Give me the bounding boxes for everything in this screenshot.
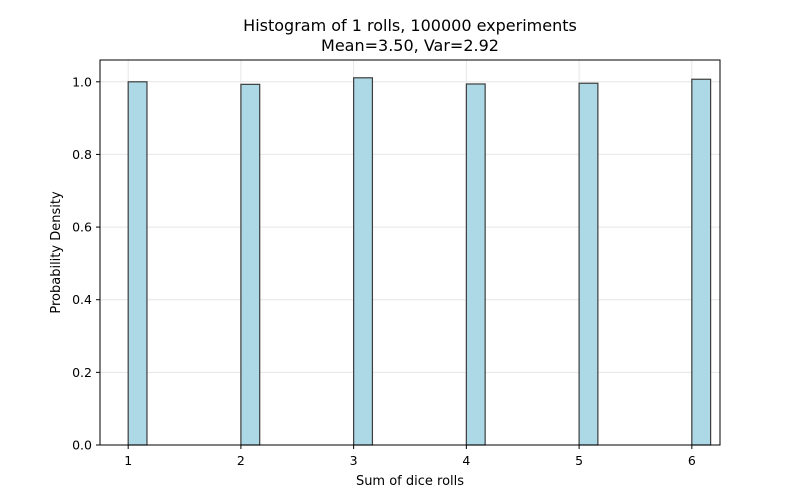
y-tick-label: 0.2 [72,365,92,380]
bars [127,77,712,446]
x-tick-label: 2 [237,453,245,468]
y-tick-label: 0.4 [72,292,92,307]
chart-title-line2: Mean=3.50, Var=2.92 [321,36,499,55]
histogram-bar [353,77,374,446]
x-axis-label: Sum of dice rolls [356,474,464,489]
x-tick-label: 3 [350,453,358,468]
histogram-bar [127,81,148,446]
plot-frame [99,59,721,446]
y-tick-label: 0.8 [72,147,92,162]
y-tick-label: 0.0 [72,438,92,453]
chart-title-line1: Histogram of 1 rolls, 100000 experiments [243,16,577,35]
x-tick-label: 6 [688,453,696,468]
histogram-bar [240,83,261,446]
axis-ticks: 0.0 0.2 0.4 0.6 0.8 1.0 1 2 3 4 5 6 [72,74,696,468]
histogram-bar [578,82,599,446]
y-tick-label: 0.6 [72,220,92,235]
grid-lines [100,60,720,446]
histogram-bar [691,78,712,446]
histogram-bar [465,83,486,446]
x-tick-label: 1 [124,453,132,468]
x-tick-label: 5 [575,453,583,468]
y-axis-label: Probability Density [49,191,64,314]
y-tick-label: 1.0 [72,74,92,89]
x-tick-label: 4 [462,453,470,468]
